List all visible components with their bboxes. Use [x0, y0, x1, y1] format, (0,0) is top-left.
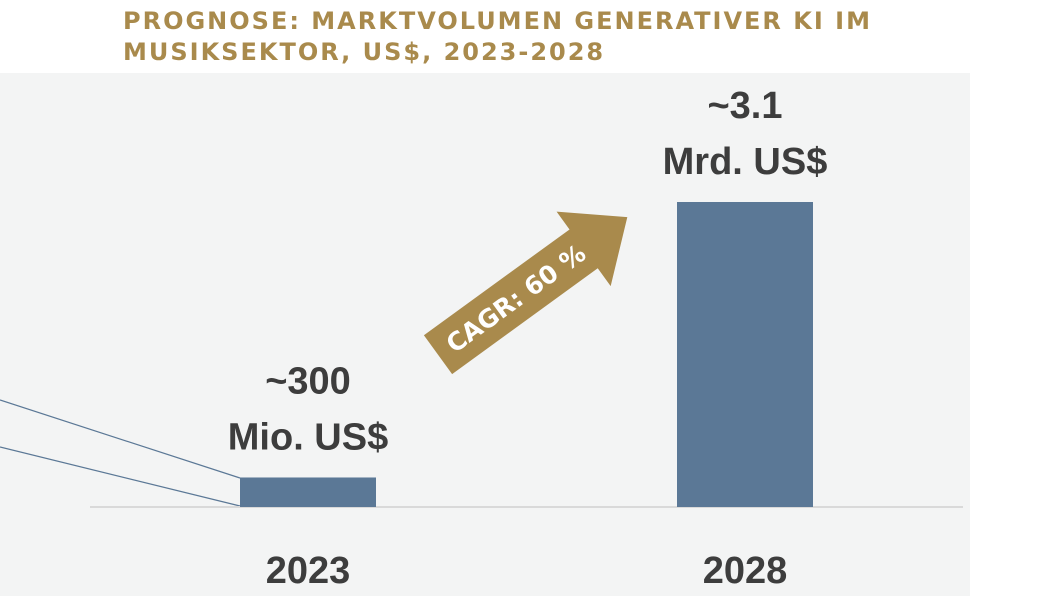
x-tick-label-2023: 2023 — [266, 550, 351, 592]
chart-title-line-2: MUSIKSEKTOR, US$, 2023-2028 — [123, 38, 606, 66]
bars-layer — [240, 202, 813, 507]
value-labels-layer: ~300 Mio. US$ ~3.1 Mrd. US$ — [228, 85, 828, 458]
x-tick-labels-layer: 2023 2028 — [266, 550, 788, 592]
value-label-2023-line-2: Mio. US$ — [228, 416, 388, 458]
chart-title: PROGNOSE: MARKTVOLUMEN GENERATIVER KI IM… — [123, 6, 1023, 68]
cagr-arrow: CAGR: 60 % — [423, 211, 628, 375]
cagr-label: CAGR: 60 % — [441, 238, 591, 358]
value-label-2028-line-2: Mrd. US$ — [663, 141, 828, 183]
value-label-2023-line-1: ~300 — [265, 360, 351, 402]
x-tick-label-2028: 2028 — [703, 550, 788, 592]
bar-2023 — [240, 477, 376, 507]
cagr-arrow-shape — [423, 211, 628, 375]
value-label-2028-line-1: ~3.1 — [707, 85, 782, 127]
chart-title-line-1: PROGNOSE: MARKTVOLUMEN GENERATIVER KI IM — [123, 7, 872, 35]
bar-2028 — [677, 202, 813, 507]
callout-line-upper — [0, 399, 241, 479]
callout-line-lower — [0, 446, 241, 507]
